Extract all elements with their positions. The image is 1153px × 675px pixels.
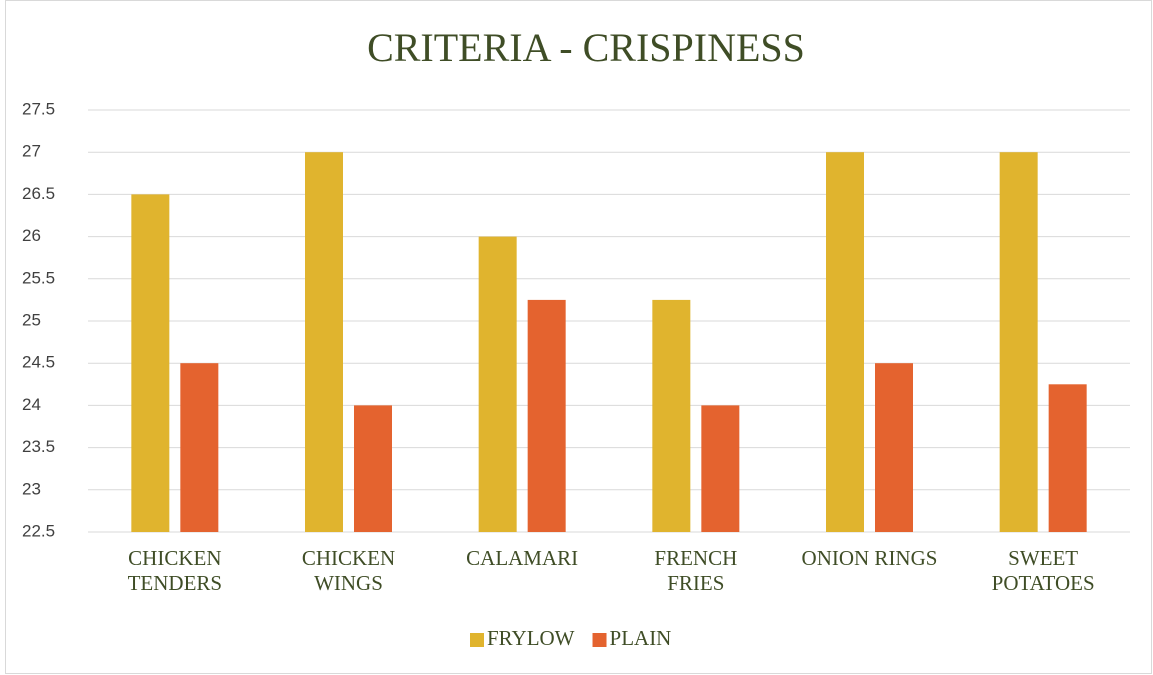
y-tick-label: 25 xyxy=(22,310,41,329)
y-tick-label: 27.5 xyxy=(22,99,55,118)
bar xyxy=(131,194,170,532)
y-tick-label: 23.5 xyxy=(22,437,55,456)
y-tick-label: 26.5 xyxy=(22,184,55,203)
y-tick-label: 25.5 xyxy=(22,268,55,287)
y-tick-label: 27 xyxy=(22,142,41,161)
bar xyxy=(652,299,691,532)
x-tick-label: CHICKEN TENDERS xyxy=(127,546,223,595)
x-tick-label: SWEET POTATOES xyxy=(991,546,1095,595)
bar xyxy=(875,363,913,532)
x-tick-label: ONION RINGS xyxy=(801,546,938,570)
bar xyxy=(999,152,1038,532)
bar xyxy=(826,152,864,532)
bar xyxy=(305,152,343,532)
bar xyxy=(527,299,566,532)
bar xyxy=(1048,384,1087,532)
y-tick-label: 26 xyxy=(22,226,41,245)
bar xyxy=(180,363,219,532)
x-tick-label: CHICKEN WINGS xyxy=(301,546,396,595)
y-tick-label: 24 xyxy=(22,395,41,414)
x-tick-label: CALAMARI xyxy=(466,546,579,570)
legend-swatch xyxy=(592,633,607,647)
legend-label: FRYLOW xyxy=(487,626,575,650)
bar xyxy=(354,405,392,532)
chart-border xyxy=(5,0,1152,674)
bar xyxy=(701,405,740,532)
bar xyxy=(478,236,517,532)
x-tick-label: FRENCH FRIES xyxy=(654,546,738,595)
legend-label: PLAIN xyxy=(610,626,672,650)
chart-title: CRITERIA - CRISPINESS xyxy=(367,25,805,70)
y-tick-label: 23 xyxy=(22,479,41,498)
legend-swatch xyxy=(470,633,484,647)
y-tick-label: 24.5 xyxy=(22,353,55,372)
y-tick-label: 22.5 xyxy=(22,521,55,540)
